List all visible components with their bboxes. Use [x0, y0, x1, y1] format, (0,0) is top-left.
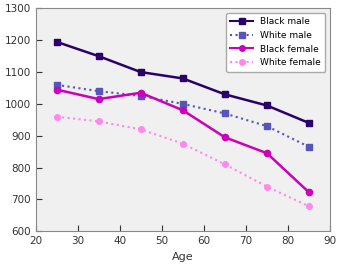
Legend: Black male, White male, Black female, White female: Black male, White male, Black female, Wh…	[226, 13, 325, 72]
X-axis label: Age: Age	[172, 252, 194, 261]
